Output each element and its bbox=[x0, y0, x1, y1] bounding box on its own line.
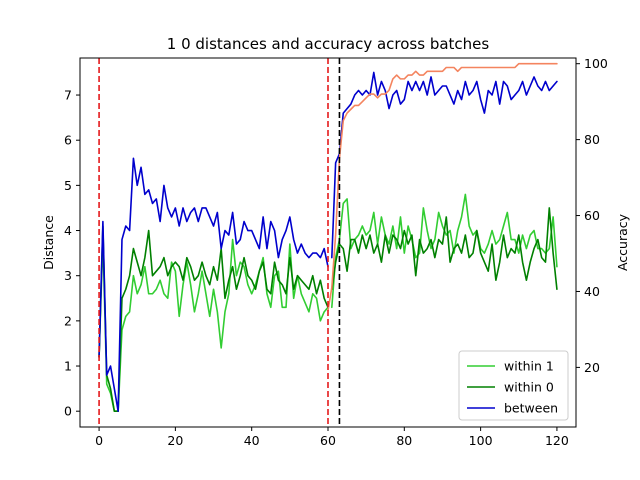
y2-tick-label: 60 bbox=[584, 208, 600, 223]
y-tick-label: 5 bbox=[64, 178, 72, 193]
series-line-within-1-seg0 bbox=[98, 238, 329, 412]
legend-label: between bbox=[504, 401, 558, 416]
y2-tick-label: 40 bbox=[584, 284, 600, 299]
y2-tick-label: 20 bbox=[584, 360, 600, 375]
x-tick-label: 100 bbox=[469, 433, 493, 448]
y-tick-label: 0 bbox=[64, 404, 72, 419]
x-tick-label: 20 bbox=[167, 433, 183, 448]
y2-tick-label: 100 bbox=[584, 56, 608, 71]
y2-axis-label: Accuracy bbox=[615, 213, 630, 271]
x-tick-label: 80 bbox=[396, 433, 412, 448]
y2-tick-label: 80 bbox=[584, 132, 600, 147]
x-tick-label: 0 bbox=[95, 433, 103, 448]
x-axis: 0 20 40 60 80 100 120 bbox=[95, 427, 569, 448]
series-line-within-0-seg0 bbox=[98, 225, 329, 412]
legend: within 1 within 0 between bbox=[458, 350, 569, 421]
legend-label: within 1 bbox=[504, 359, 554, 374]
y-tick-label: 6 bbox=[64, 133, 72, 148]
vertical-markers bbox=[98, 58, 341, 427]
series-line-within-0-seg1 bbox=[331, 207, 558, 291]
x-tick-label: 120 bbox=[545, 433, 569, 448]
legend-label: within 0 bbox=[504, 380, 554, 395]
y-axis-left: 0 1 2 3 4 5 6 7 bbox=[64, 88, 80, 419]
x-tick-label: 40 bbox=[244, 433, 260, 448]
y-axis-right: 20 40 60 80 100 bbox=[576, 56, 608, 375]
y-tick-label: 1 bbox=[64, 359, 72, 374]
y-tick-label: 7 bbox=[64, 88, 72, 103]
y-axis-label: Distance bbox=[41, 215, 56, 270]
y-tick-label: 2 bbox=[64, 313, 72, 328]
chart-title: 1 0 distances and accuracy across batche… bbox=[167, 35, 490, 53]
series-line-between-seg0 bbox=[98, 157, 329, 412]
series-line-accuracy-seg0 bbox=[327, 62, 558, 312]
series-line-within-1-seg1 bbox=[331, 193, 558, 309]
series-layer bbox=[98, 62, 558, 412]
legend-box bbox=[458, 350, 569, 421]
x-tick-label: 60 bbox=[320, 433, 336, 448]
y-tick-label: 4 bbox=[64, 223, 72, 238]
y-tick-label: 3 bbox=[64, 268, 72, 283]
